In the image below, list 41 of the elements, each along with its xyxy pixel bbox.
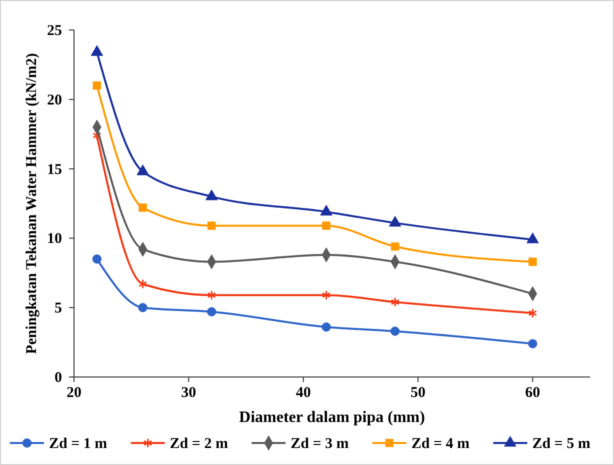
x-tick-label: 20 bbox=[66, 385, 82, 401]
y-tick-label: 25 bbox=[47, 23, 62, 39]
y-tick-label: 20 bbox=[47, 92, 62, 108]
point bbox=[138, 302, 148, 312]
y-tick-label: 0 bbox=[54, 370, 62, 386]
legend-label: Zd = 4 m bbox=[411, 436, 470, 452]
point bbox=[206, 307, 216, 316]
point bbox=[390, 297, 400, 308]
legend-label: Zd = 3 m bbox=[290, 436, 350, 452]
x-tick-label: 30 bbox=[181, 385, 196, 401]
y-tick-label: 10 bbox=[47, 231, 62, 248]
point bbox=[138, 279, 148, 289]
point bbox=[526, 232, 539, 244]
point bbox=[528, 308, 538, 318]
point bbox=[207, 222, 216, 230]
point bbox=[528, 258, 537, 266]
legend-label: Zd = 2 m bbox=[170, 436, 228, 452]
point bbox=[390, 242, 400, 251]
point bbox=[320, 204, 332, 216]
point bbox=[205, 190, 218, 200]
legend-label: Zd = 5 m bbox=[532, 436, 591, 452]
y-tick-label: 5 bbox=[54, 300, 62, 317]
point bbox=[388, 216, 402, 227]
point bbox=[90, 45, 104, 56]
point bbox=[322, 290, 331, 300]
x-tick-label: 40 bbox=[296, 385, 311, 401]
legend-label: Zd = 1 m bbox=[49, 436, 108, 452]
y-axis-title: Peningkatan Tekanan Water Hammer (kN/m2) bbox=[24, 53, 40, 354]
point bbox=[92, 254, 102, 264]
point bbox=[207, 290, 216, 300]
point bbox=[390, 326, 400, 336]
point bbox=[138, 204, 147, 212]
point bbox=[322, 322, 331, 332]
point bbox=[92, 81, 102, 90]
point bbox=[528, 339, 538, 348]
x-tick-label: 50 bbox=[410, 385, 426, 401]
point bbox=[136, 164, 149, 176]
x-tick-label: 60 bbox=[525, 385, 540, 401]
x-axis-title: Diameter dalam pipa (mm) bbox=[239, 409, 425, 426]
y-tick-label: 15 bbox=[47, 162, 62, 178]
point bbox=[322, 222, 330, 230]
